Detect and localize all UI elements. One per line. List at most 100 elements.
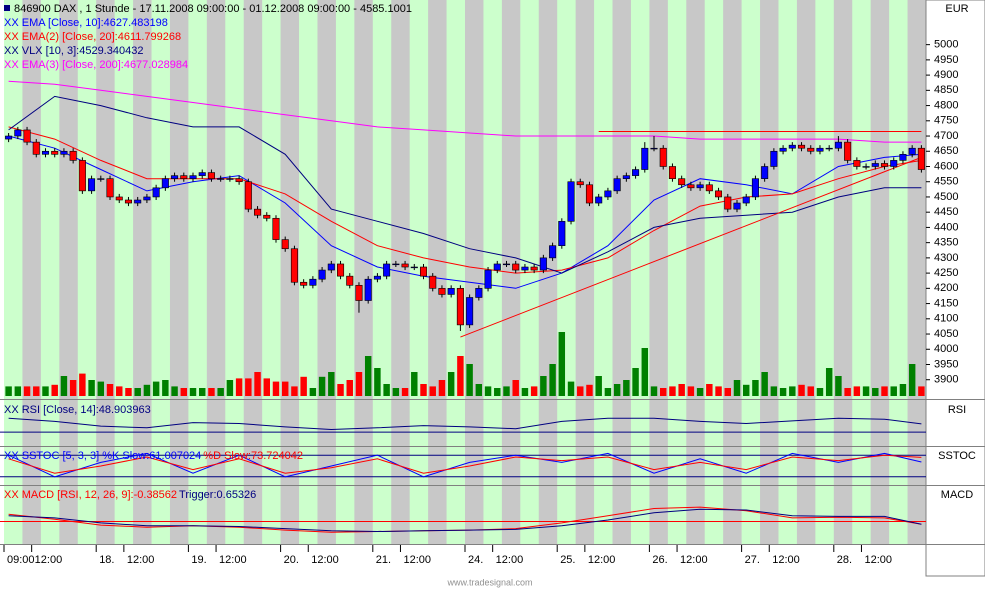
stripe (188, 0, 199, 544)
volume-bar (79, 373, 86, 396)
candle-body (263, 214, 271, 219)
candle-body (97, 178, 105, 180)
candle-body (78, 160, 86, 192)
candle-body (880, 163, 889, 167)
candle-body (595, 196, 603, 204)
candle-body (5, 135, 13, 140)
stripe (843, 0, 853, 544)
volume-bar (632, 368, 639, 396)
volume-bar (862, 386, 870, 396)
stripe (446, 0, 457, 544)
indicator-line (8, 452, 922, 478)
indicator-line (8, 508, 922, 533)
volume-bar (742, 384, 750, 396)
candle-body (632, 169, 640, 176)
candle-body (88, 178, 96, 192)
panel-label: EUR (945, 3, 968, 15)
indicator-line (8, 80, 922, 143)
stripe (612, 0, 623, 544)
volume-bar (272, 381, 280, 396)
stripe (704, 0, 715, 544)
stripe (179, 0, 189, 544)
candle-body (235, 178, 243, 183)
x-tick-label: 20. (284, 554, 299, 566)
stripe (197, 0, 208, 544)
x-tick-label: 09:00 (7, 554, 35, 566)
y-tick-label: 4250 (934, 267, 958, 279)
stripe (280, 0, 291, 544)
x-tick-label: 21. (376, 554, 391, 566)
candle-body (244, 181, 252, 210)
y-tick-label: 3950 (934, 358, 958, 370)
trendline (460, 156, 922, 338)
stripe (750, 0, 761, 544)
stripe (603, 0, 614, 544)
candle-body (23, 129, 31, 143)
candle-body (254, 208, 262, 216)
stripe (142, 0, 153, 544)
stripe (732, 0, 743, 544)
panel-label: MACD (941, 489, 973, 501)
stripe (216, 0, 226, 544)
volume-bar (143, 384, 151, 396)
volume-bar (678, 384, 685, 396)
x-tick-label: 12:00 (864, 554, 892, 566)
volume-bar (355, 372, 363, 396)
volume-bar (660, 388, 667, 396)
candle-body (678, 178, 686, 186)
stripe (50, 0, 60, 544)
candle-body (807, 147, 815, 152)
volume-bar (853, 386, 861, 396)
candle-body (32, 141, 40, 155)
stripe (169, 0, 180, 544)
volume-bar (134, 388, 141, 396)
stripe (114, 0, 125, 544)
stripe (160, 0, 171, 544)
stripe (96, 0, 106, 544)
candle-body (410, 266, 418, 269)
stripe (677, 0, 687, 544)
volume-bar (291, 386, 298, 396)
volume-bar (503, 386, 510, 396)
stripe (557, 0, 567, 544)
stripe (22, 0, 33, 544)
session-stripes (4, 0, 927, 544)
volume-bar (33, 386, 40, 396)
stripe (409, 0, 420, 544)
volume-bar (825, 368, 833, 396)
stripe (123, 0, 134, 544)
volume-bar (715, 386, 722, 396)
stripe (13, 0, 23, 544)
candle-body (687, 184, 695, 189)
legend-entry: %D Slow:73.724042 (203, 450, 303, 462)
candle-body (180, 175, 188, 179)
candle-body (650, 147, 658, 150)
volume-bar (613, 384, 621, 396)
y-tick-label: 4950 (934, 54, 958, 66)
y-tick-label: 4900 (934, 69, 958, 81)
y-tick-label: 4600 (934, 160, 958, 172)
candle-body (834, 141, 842, 149)
panel-label: RSI (948, 404, 966, 416)
volume-bar (558, 332, 566, 396)
stripe (474, 0, 484, 544)
volume-bar (604, 388, 612, 396)
candle-body (281, 239, 289, 250)
volume-bar (429, 386, 436, 396)
volume-bar (899, 384, 907, 396)
volume-bar (226, 380, 234, 396)
volume-bar (208, 388, 215, 396)
volume-bar (401, 388, 409, 396)
volume-bar (5, 386, 12, 396)
stripe (769, 0, 779, 544)
volume-bar (706, 384, 713, 396)
candle-body (189, 175, 197, 179)
x-tick-label: 12:00 (311, 554, 339, 566)
candle-body (558, 221, 566, 246)
volume-bar (890, 386, 897, 396)
stripe (760, 0, 770, 544)
legend-entry: XX EMA(2) [Close, 20]:4611.799268 (4, 31, 181, 43)
x-tick-label: 12:00 (680, 554, 708, 566)
candle-body (493, 263, 501, 271)
